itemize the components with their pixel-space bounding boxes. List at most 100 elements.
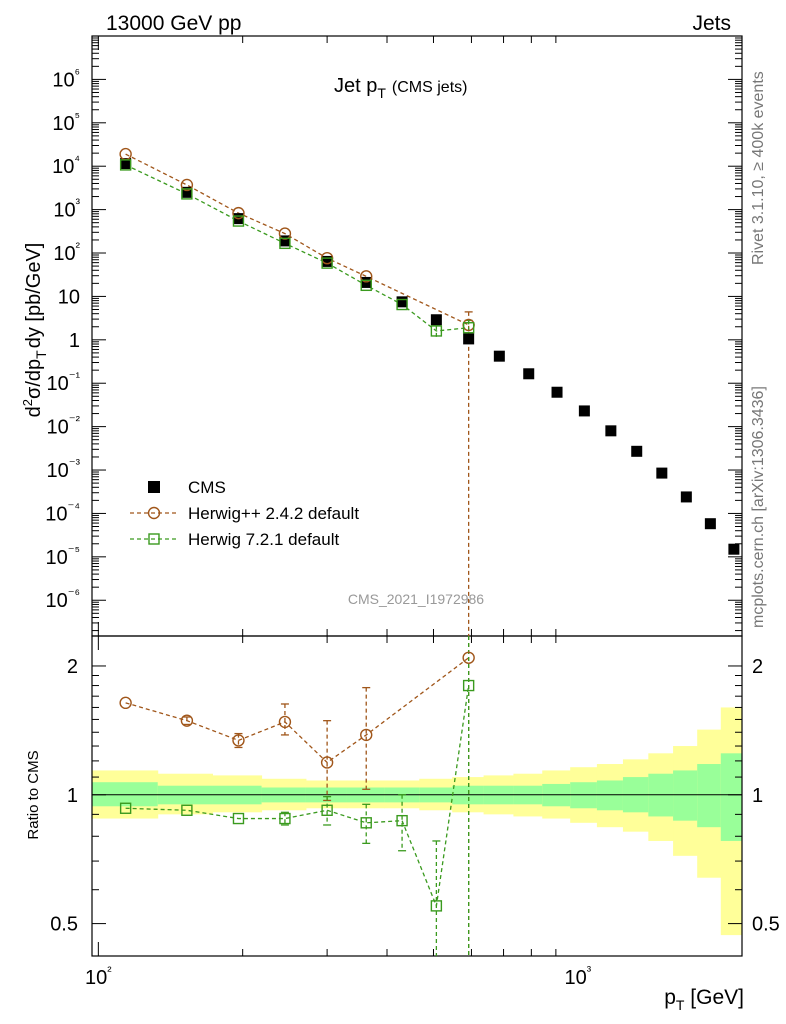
ratio-band-inner (92, 782, 159, 807)
herwig7-point (279, 812, 291, 825)
ratio-y-tick-label-right: 0.5 (752, 914, 780, 936)
y-tick-label-exp: ⁻⁵ (68, 543, 80, 558)
cms-data-point (463, 333, 475, 345)
ylabel-d: d (23, 406, 45, 417)
cms-data-point (656, 467, 668, 479)
herwigpp-point (320, 756, 334, 769)
herwig7-point (181, 188, 193, 200)
herwig7-point (119, 802, 132, 814)
herwig7-point (396, 814, 408, 827)
x-tick-label: 10² (85, 963, 112, 989)
ratio-y-tick-label-right: 2 (752, 656, 763, 678)
herwigpp-point (119, 147, 132, 161)
herwig7-point (232, 215, 245, 227)
herwigpp-point (360, 270, 373, 283)
herwigpp-point (462, 651, 475, 664)
herwigpp-point (232, 206, 245, 220)
legend-label: CMS (188, 478, 226, 497)
ylabel-mid: σ/dp (23, 359, 45, 399)
herwig7-ratio-line (125, 685, 470, 909)
cms-data-point (181, 186, 193, 198)
main-title-extra: (CMS jets) (392, 79, 468, 96)
cms-data-point (523, 368, 535, 380)
ylabel-end: dy [pb/GeV] (23, 243, 45, 349)
y-tick-label-exp: ⁻² (69, 413, 81, 428)
process-label: Jets (692, 12, 731, 35)
cms-data-point (120, 158, 132, 170)
herwig7-point (119, 159, 132, 171)
y-tick-label: 10⁵ (52, 109, 80, 135)
herwigpp-ratio-line (125, 657, 470, 764)
y-tick-label: 10⁻² (47, 413, 81, 439)
herwig7-point (462, 679, 475, 692)
cms-data-point (321, 255, 333, 267)
y-tick-label: 10⁻⁵ (45, 543, 80, 569)
legend-label: Herwig++ 2.4.2 default (188, 504, 359, 523)
cms-data-point (493, 350, 505, 362)
y-tick-label-exp: ⁶ (75, 65, 80, 80)
herwig7-point (321, 257, 333, 269)
ratio-y-tick-label-right: 1 (752, 785, 763, 807)
axes-layer: 10² 10³ 10⁻⁶ 10⁻⁵ 10⁻⁴ 10⁻³ 10⁻² 10⁻¹ 1 10 10² 10³ 1… (45, 35, 780, 989)
herwigpp-point (180, 178, 194, 192)
y-tick-label-exp: ⁻⁶ (68, 586, 80, 601)
herwigpp-point (147, 506, 161, 520)
xlabel-end: [GeV] (684, 986, 744, 1009)
herwigpp-point (360, 728, 373, 742)
y-tick-label: 10⁶ (52, 65, 80, 91)
cms-data-point (396, 296, 408, 308)
energy-label: 13000 GeV pp (106, 12, 241, 35)
herwig7-point (430, 325, 443, 337)
herwigpp-point (278, 715, 292, 729)
cms-data-point (704, 518, 716, 530)
cms-data-point (430, 314, 442, 326)
herwig7-point (232, 812, 245, 825)
series-layer (119, 147, 740, 956)
herwigpp-point (462, 318, 475, 332)
herwigpp-line (125, 153, 469, 326)
herwigpp-point (278, 227, 292, 240)
y-tick-label: 1 (69, 330, 80, 352)
y-tick-label-exp: ⁻³ (69, 456, 81, 471)
cms-data-point (680, 491, 692, 503)
ratio-band-inner (697, 764, 722, 828)
cms-data-point (631, 445, 643, 457)
y-tick-label: 10⁻³ (47, 456, 81, 482)
ylabel-sup: 2 (20, 399, 35, 406)
herwig7-point (181, 804, 193, 816)
ratio-y-tick-label: 1 (67, 785, 78, 807)
y-tick-label: 10 (58, 286, 80, 308)
ratio-ylabel: Ratio to CMS (25, 750, 42, 839)
x-axis-label: pT [GeV] (664, 986, 744, 1013)
y-tick-label-exp: ³ (76, 196, 81, 211)
y-tick-label: 10⁻⁴ (45, 499, 80, 525)
herwigpp-point (180, 714, 194, 727)
y-tick-label-exp: ⁴ (74, 152, 80, 167)
herwigpp-point (119, 696, 132, 710)
y-tick-label: 10⁻⁶ (46, 586, 80, 612)
ratio-band-inner (720, 753, 743, 841)
analysis-watermark: CMS_2021_I1972986 (348, 591, 484, 607)
mcplots-label: mcplots.cern.ch [arXiv:1306.3436] (750, 386, 767, 628)
y-tick-label: 10³ (53, 196, 80, 222)
cms-data-point (551, 386, 563, 398)
x-tick-label: 10³ (565, 963, 592, 989)
xlabel-p: p (664, 986, 676, 1009)
rivet-label: Rivet 3.1.10, ≥ 400k events (750, 71, 767, 265)
herwig7-point (462, 322, 475, 334)
main-title-sub: T (377, 85, 386, 101)
herwig7-point (430, 900, 443, 912)
x-tick-label-exp: ³ (587, 963, 592, 978)
ylabel-sub: T (33, 350, 49, 359)
ratio-band-inner (596, 780, 624, 811)
herwig7-point (396, 298, 408, 311)
x-tick-label-exp: ² (107, 963, 112, 978)
ratio-y-tick-label: 2 (67, 656, 78, 678)
ratio-frame (91, 635, 743, 957)
ratio-band-inner (673, 770, 698, 821)
herwig7-point (148, 533, 160, 545)
y-tick-label: 10⁻¹ (47, 369, 81, 395)
y-tick-label-exp: ⁵ (75, 109, 80, 124)
